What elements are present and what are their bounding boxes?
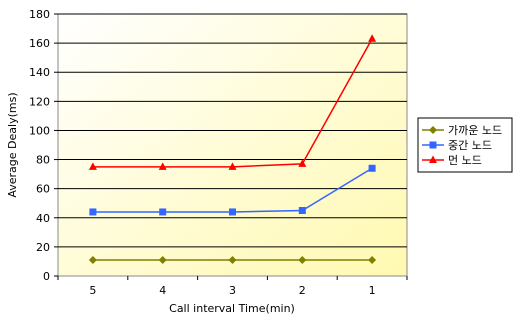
y-tick-label: 80 xyxy=(36,154,50,167)
series-1 xyxy=(88,255,377,264)
x-tick-label: 1 xyxy=(369,284,376,297)
y-tick-label: 20 xyxy=(36,241,50,254)
y-tick-label: 60 xyxy=(36,183,50,196)
legend-item: 중간 노드 xyxy=(422,139,492,152)
data-point xyxy=(368,164,376,172)
legend-marker xyxy=(429,126,437,134)
y-tick-label: 160 xyxy=(29,37,50,50)
data-point xyxy=(89,208,97,216)
plot-area xyxy=(57,13,408,277)
legend-marker xyxy=(429,141,437,149)
data-point xyxy=(298,159,307,167)
x-tick-label: 3 xyxy=(229,284,236,297)
data-point xyxy=(88,255,97,264)
legend-marker xyxy=(429,155,437,163)
y-tick-label: 180 xyxy=(29,8,50,21)
y-axis-title: Average Dealy(ms) xyxy=(6,92,19,197)
series-3 xyxy=(88,34,377,170)
data-point xyxy=(298,207,306,214)
series-lines xyxy=(88,34,377,264)
y-tick-label: 120 xyxy=(29,95,50,108)
data-point xyxy=(158,162,167,170)
y-tick-label: 40 xyxy=(36,212,50,225)
legend-item: 가까운 노드 xyxy=(422,124,502,137)
x-axis-ticks: 5 4 3 2 1 xyxy=(57,276,408,297)
legend-label: 먼 노드 xyxy=(448,154,482,167)
x-axis-title: Call interval Time(min) xyxy=(169,302,295,315)
data-point xyxy=(228,162,237,170)
data-point xyxy=(88,162,97,170)
legend-label: 중간 노드 xyxy=(448,139,492,152)
gridlines xyxy=(58,13,407,248)
data-point xyxy=(229,208,236,216)
series-2 xyxy=(89,164,376,216)
data-point xyxy=(158,255,167,264)
y-axis-ticks: 0 20 40 60 80 100 120 140 160 180 xyxy=(29,8,58,283)
x-tick-label: 2 xyxy=(299,284,306,297)
data-point xyxy=(368,34,377,42)
y-tick-label: 140 xyxy=(29,66,50,79)
legend-label: 가까운 노드 xyxy=(448,124,502,137)
y-tick-label: 0 xyxy=(43,270,50,283)
y-tick-label: 100 xyxy=(29,124,50,137)
data-point xyxy=(159,208,167,216)
data-point xyxy=(298,255,307,264)
data-point xyxy=(368,255,377,264)
legend-item: 먼 노드 xyxy=(422,154,482,167)
x-tick-label: 4 xyxy=(159,284,166,297)
data-point xyxy=(228,255,237,264)
x-tick-label: 5 xyxy=(89,284,96,297)
